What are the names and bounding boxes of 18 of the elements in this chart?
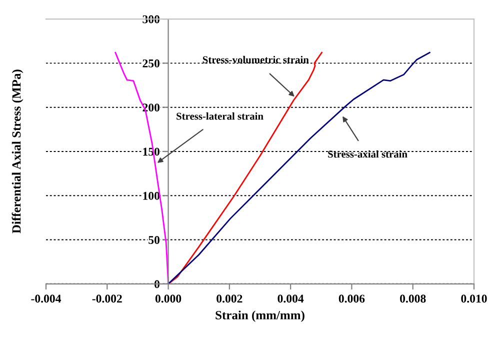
- x-tick-label: 0.008: [400, 294, 426, 303]
- line-series: [168, 52, 430, 284]
- x-tick-label: -0.004: [31, 294, 62, 303]
- annotation: Stress-lateral strain: [176, 112, 264, 120]
- annotation: Stress-axial strain: [328, 150, 408, 158]
- y-axis-title: Differential Axial Stress (MPa): [12, 70, 24, 234]
- annotation: Stress-volumetric strain: [202, 56, 309, 64]
- x-tick-label: 0.000: [155, 294, 182, 303]
- x-axis-title: Strain (mm/mm): [216, 310, 304, 322]
- y-tick-label: 250: [142, 59, 160, 68]
- x-tick-label: 0.010: [461, 294, 487, 303]
- x-tick-label: 0.006: [338, 294, 365, 303]
- x-tick-label: -0.002: [92, 294, 122, 303]
- line-series: [168, 52, 322, 284]
- x-tick-label: 0.004: [278, 294, 304, 303]
- y-tick-label: 50: [148, 236, 160, 244]
- x-tick-label: 0.002: [216, 294, 242, 303]
- y-tick-label: 100: [143, 192, 160, 200]
